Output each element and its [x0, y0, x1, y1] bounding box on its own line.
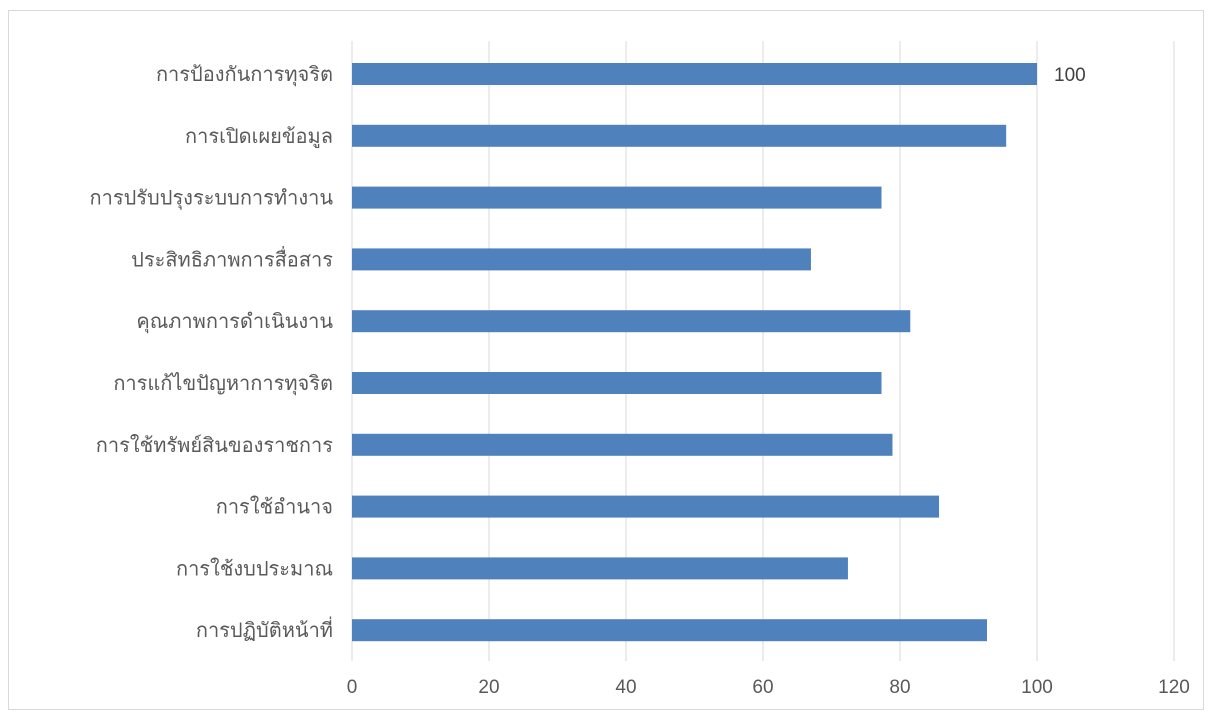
x-axis-tick-labels: 0 20 40 60 80 100 120 — [347, 677, 1190, 698]
x-tick-label: 20 — [478, 677, 499, 698]
category-label: การปฏิบัติหน้าที่ — [196, 616, 333, 642]
data-label: 100 — [1054, 65, 1086, 86]
chart-frame: การป้องกันการทุจริตการเปิดเผยข้อมูลการปร… — [8, 10, 1204, 710]
bar — [352, 372, 882, 394]
x-tick-label: 100 — [1021, 677, 1053, 698]
bar — [352, 557, 848, 580]
category-label: ประสิทธิภาพการสื่อสาร — [131, 245, 333, 271]
x-tick-label: 40 — [615, 677, 636, 698]
category-label: การใช้งบประมาณ — [176, 556, 333, 580]
bars — [352, 63, 1037, 642]
x-tick-label: 120 — [1158, 677, 1190, 698]
x-tick-label: 60 — [752, 677, 773, 698]
bar — [352, 310, 911, 333]
category-label: การปรับปรุงระบบการทำงาน — [90, 186, 334, 211]
category-label: การใช้อำนาจ — [216, 495, 333, 519]
bar — [352, 619, 987, 642]
category-label: การป้องกันการทุจริต — [156, 62, 333, 87]
category-label: คุณภาพการดำเนินงาน — [136, 309, 333, 334]
bar — [352, 248, 811, 271]
category-label: การเปิดเผยข้อมูล — [185, 124, 333, 149]
data-labels: 100 — [1054, 65, 1086, 86]
category-label: การใช้ทรัพย์สินของราชการ — [96, 433, 333, 457]
category-label: การแก้ไขปัญหาการทุจริต — [113, 371, 333, 396]
bar — [352, 186, 882, 209]
bar — [352, 63, 1037, 85]
bar — [352, 124, 1007, 147]
bar — [352, 495, 940, 518]
x-tick-label: 80 — [889, 677, 910, 698]
x-tick-label: 0 — [347, 677, 358, 698]
category-labels: การป้องกันการทุจริตการเปิดเผยข้อมูลการปร… — [90, 62, 334, 642]
bar-chart: การป้องกันการทุจริตการเปิดเผยข้อมูลการปร… — [90, 41, 1190, 698]
bar — [352, 433, 893, 456]
